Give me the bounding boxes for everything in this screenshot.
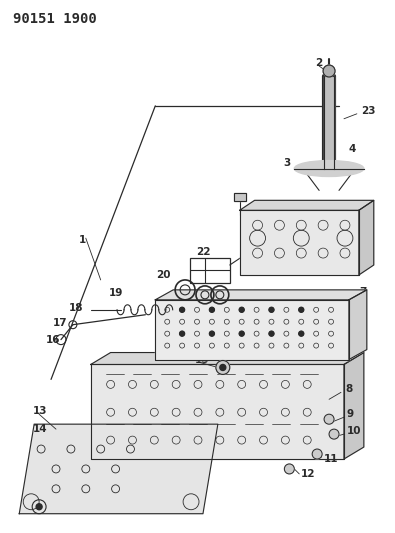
- Polygon shape: [359, 200, 374, 275]
- Circle shape: [239, 308, 244, 312]
- Circle shape: [239, 331, 244, 336]
- Polygon shape: [91, 365, 344, 459]
- Polygon shape: [155, 300, 349, 360]
- Text: 13: 13: [33, 406, 48, 416]
- Circle shape: [284, 464, 294, 474]
- Circle shape: [180, 308, 184, 312]
- Ellipse shape: [294, 160, 364, 176]
- Text: 10: 10: [347, 426, 361, 436]
- Circle shape: [329, 429, 339, 439]
- Text: 15: 15: [195, 354, 209, 365]
- Text: 17: 17: [53, 318, 68, 328]
- Circle shape: [269, 331, 274, 336]
- Circle shape: [216, 360, 230, 375]
- Bar: [190, 258, 230, 283]
- Polygon shape: [240, 200, 374, 211]
- Circle shape: [36, 504, 42, 510]
- Text: 20: 20: [156, 270, 171, 280]
- Text: 5: 5: [236, 193, 243, 204]
- Text: 21: 21: [208, 310, 222, 320]
- Text: 90151 1900: 90151 1900: [13, 12, 97, 26]
- Text: 2: 2: [315, 58, 322, 68]
- Text: 12: 12: [301, 469, 316, 479]
- Circle shape: [299, 308, 304, 312]
- Text: 1: 1: [79, 235, 86, 245]
- Text: 14: 14: [33, 424, 48, 434]
- Text: 4: 4: [349, 143, 356, 154]
- Polygon shape: [349, 290, 367, 360]
- Text: 8: 8: [345, 384, 352, 394]
- Text: 18: 18: [69, 303, 83, 313]
- Circle shape: [299, 331, 304, 336]
- Circle shape: [312, 449, 322, 459]
- Text: 6: 6: [357, 220, 364, 230]
- Text: 3: 3: [283, 158, 291, 167]
- Circle shape: [269, 308, 274, 312]
- Circle shape: [324, 414, 334, 424]
- Text: 19: 19: [109, 288, 123, 298]
- Circle shape: [220, 365, 226, 370]
- Polygon shape: [19, 424, 218, 514]
- Text: 7: 7: [359, 287, 366, 297]
- Text: 16: 16: [46, 335, 60, 345]
- Text: 11: 11: [324, 454, 339, 464]
- Bar: [324, 76, 334, 168]
- Text: 9: 9: [347, 409, 354, 419]
- Circle shape: [323, 65, 335, 77]
- Polygon shape: [155, 290, 367, 300]
- Polygon shape: [240, 211, 359, 275]
- Polygon shape: [91, 352, 364, 365]
- Circle shape: [209, 331, 214, 336]
- Text: 22: 22: [196, 247, 211, 257]
- Bar: [234, 193, 246, 201]
- Text: 23: 23: [361, 106, 375, 116]
- Circle shape: [180, 331, 184, 336]
- Polygon shape: [344, 352, 364, 459]
- Bar: [234, 193, 246, 201]
- Circle shape: [209, 308, 214, 312]
